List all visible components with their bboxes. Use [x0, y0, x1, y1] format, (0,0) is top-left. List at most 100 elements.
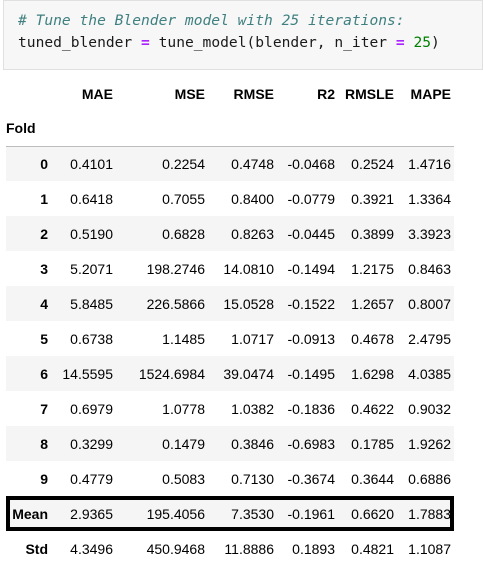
code-function-call: tune_model(blender, n_iter	[158, 34, 388, 51]
table-cell: 0.9032	[408, 400, 451, 417]
code-kwarg-operator: =	[395, 34, 405, 51]
row-index-label: 6	[40, 365, 48, 382]
row-index-label: 0	[40, 155, 48, 172]
table-cell: 1524.6984	[138, 365, 205, 382]
table-cell: 0.3921	[351, 190, 394, 207]
table-row: 4 5.8485 226.5866 15.0528 -0.1522 1.2657 0.800…	[6, 286, 454, 321]
table-cell: 0.2524	[351, 155, 394, 172]
table-cell: 0.2254	[162, 155, 205, 172]
table-cell: 195.4056	[146, 505, 205, 522]
code-cell[interactable]: # Tune the Blender model with 25 iterati…	[3, 0, 483, 70]
table-cell: 0.5190	[70, 225, 113, 242]
table-cell: 0.4748	[231, 155, 274, 172]
table-cell: 1.6298	[351, 365, 394, 382]
column-header: MAPE	[410, 85, 451, 102]
row-index-label: Std	[25, 540, 48, 557]
table-cell: -0.0913	[287, 330, 335, 347]
table-cell: 0.3644	[351, 470, 394, 487]
row-index-label: 3	[40, 260, 48, 277]
table-cell: 2.9365	[70, 505, 113, 522]
table-cell: 39.0474	[223, 365, 274, 382]
results-table: MAE MSE RMSE R2 RMSLE MAPE Fold 0 0.4101 0…	[6, 76, 454, 566]
table-cell: 5.2071	[70, 260, 113, 277]
row-index-label: 1	[40, 190, 48, 207]
table-cell: 4.0385	[408, 365, 451, 382]
table-cell: 0.6620	[351, 505, 394, 522]
table-row: 0 0.4101 0.2254 0.4748 -0.0468 0.2524 1.4716	[6, 146, 454, 181]
column-header: RMSE	[233, 85, 274, 102]
code-comment: # Tune the Blender model with 25 iterati…	[18, 12, 405, 29]
row-index-label: Mean	[12, 505, 48, 522]
column-header: MAE	[81, 85, 113, 102]
table-cell: -0.3674	[287, 470, 335, 487]
table-cell: 1.4716	[408, 155, 451, 172]
table-cell: 0.1479	[162, 435, 205, 452]
row-index-label: 4	[40, 295, 48, 312]
table-cell: 0.8007	[408, 295, 451, 312]
table-cell: 0.5083	[162, 470, 205, 487]
table-cell: 1.3364	[408, 190, 451, 207]
table-cell: -0.0468	[287, 155, 335, 172]
column-header: MSE	[174, 85, 205, 102]
table-row: 9 0.4779 0.5083 0.7130 -0.3674 0.3644 0.6886	[6, 461, 454, 496]
column-header: RMSLE	[345, 85, 394, 102]
table-row: 8 0.3299 0.1479 0.3846 -0.6983 0.1785 1.9262	[6, 426, 454, 461]
table-cell: 11.8886	[224, 540, 274, 557]
table-row-mean: Mean 2.9365 195.4056 7.3530 -0.1961 0.6620 1.7…	[6, 496, 454, 531]
table-row: 7 0.6979 1.0778 1.0382 -0.1836 0.4622 0.9032	[6, 391, 454, 426]
table-cell: 198.2746	[146, 260, 205, 277]
row-index-label: 5	[40, 330, 48, 347]
table-cell: 0.6418	[70, 190, 113, 207]
table-cell: 1.1485	[162, 330, 205, 347]
table-cell: -0.1495	[287, 365, 335, 382]
table-cell: 1.1087	[408, 540, 451, 557]
table-cell: 0.4622	[351, 400, 394, 417]
row-index-label: 2	[40, 225, 48, 242]
table-cell: 14.5595	[62, 365, 113, 382]
table-cell: 0.1893	[292, 540, 335, 557]
code-close-paren: )	[431, 34, 440, 51]
table-cell: 0.7130	[231, 470, 274, 487]
table-row: 2 0.5190 0.6828 0.8263 -0.0445 0.3899 3.3923	[6, 216, 454, 251]
table-cell: -0.0445	[287, 225, 335, 242]
code-variable: tuned_blender	[18, 34, 133, 51]
table-cell: 2.4795	[408, 330, 451, 347]
table-cell: 1.0778	[162, 400, 205, 417]
column-header: R2	[317, 85, 335, 102]
table-row: 6 14.5595 1524.6984 39.0474 -0.1495 1.6298 4.0…	[6, 356, 454, 391]
table-cell: 0.3299	[70, 435, 113, 452]
table-cell: 0.6979	[70, 400, 113, 417]
table-cell: 0.7055	[162, 190, 205, 207]
table-cell: -0.1494	[287, 260, 335, 277]
table-cell: -0.1961	[287, 505, 335, 522]
table-cell: 0.4678	[351, 330, 394, 347]
table-row: 3 5.2071 198.2746 14.0810 -0.1494 1.2175 0.846…	[6, 251, 454, 286]
table-cell: 0.8263	[231, 225, 274, 242]
table-cell: 0.6738	[70, 330, 113, 347]
table-cell: 1.0382	[231, 400, 274, 417]
row-index-label: 8	[40, 435, 48, 452]
table-cell: 1.0717	[231, 330, 274, 347]
header-row: MAE MSE RMSE R2 RMSLE MAPE	[6, 76, 454, 111]
header-blank	[6, 76, 52, 111]
table-cell: -0.1836	[287, 400, 335, 417]
table-cell: -0.0779	[287, 190, 335, 207]
table-cell: 0.6828	[162, 225, 205, 242]
table-cell: 0.4779	[70, 470, 113, 487]
table-cell: 450.9468	[146, 540, 205, 557]
code-statement: tuned_blender = tune_model(blender, n_it…	[18, 34, 440, 51]
table-cell: 5.8485	[70, 295, 113, 312]
table-cell: 4.3496	[70, 540, 113, 557]
table-cell: 15.0528	[223, 295, 274, 312]
table-cell: 0.4101	[70, 155, 113, 172]
table-cell: 0.3846	[231, 435, 274, 452]
table-cell: 0.8400	[231, 190, 274, 207]
table-row: 1 0.6418 0.7055 0.8400 -0.0779 0.3921 1.3364	[6, 181, 454, 216]
table-row: Std 4.3496 450.9468 11.8886 0.1893 0.4821 1.10…	[6, 531, 454, 566]
index-label: Fold	[6, 111, 52, 147]
table-cell: 0.8463	[408, 260, 451, 277]
table-cell: 0.6886	[408, 470, 451, 487]
table-cell: 3.3923	[408, 225, 451, 242]
row-index-label: 9	[40, 470, 48, 487]
table-cell: 14.0810	[223, 260, 274, 277]
